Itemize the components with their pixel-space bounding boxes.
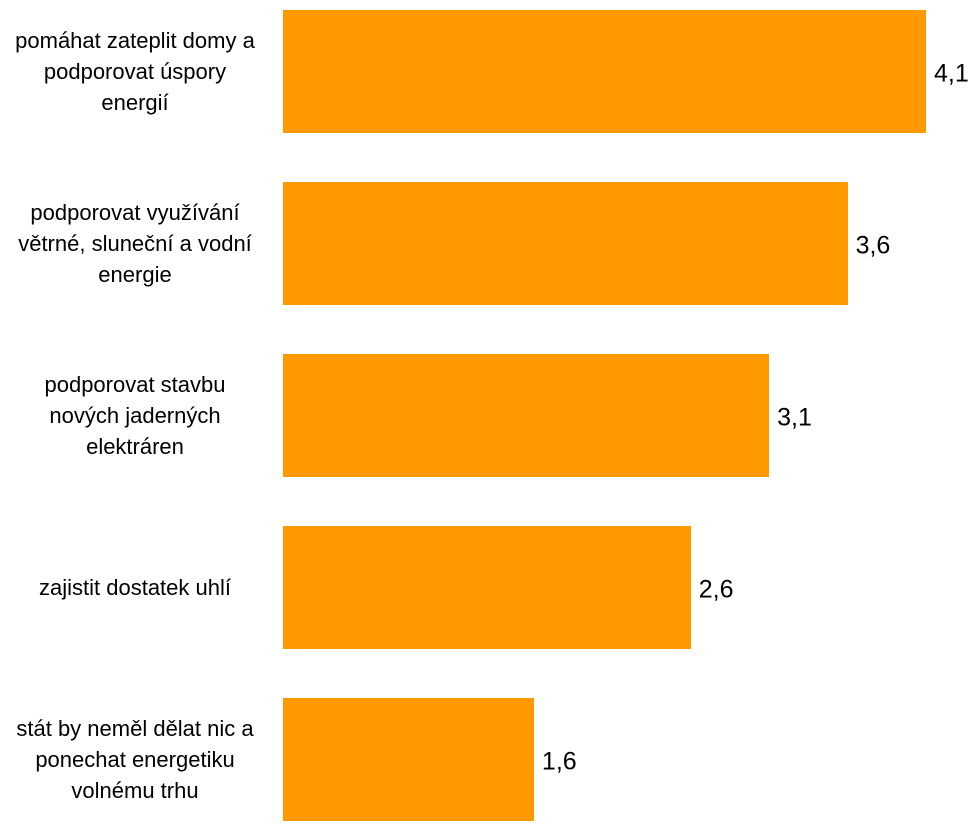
value-label: 3,1: [777, 403, 812, 431]
category-label: zajistit dostatek uhlí: [39, 575, 231, 600]
bar: [283, 698, 534, 821]
value-label: 4,1: [934, 59, 969, 87]
value-label: 1,6: [541, 747, 577, 775]
bar: [283, 526, 691, 649]
category-label: podporovat využívání větrné, sluneční a …: [18, 200, 252, 287]
category-label: stát by neměl dělat nic a ponechat energ…: [16, 716, 254, 803]
value-label: 2,6: [698, 575, 734, 603]
category-label: pomáhat zateplit domy a podporovat úspor…: [15, 28, 255, 115]
category-label: podporovat stavbu nových jaderných elekt…: [44, 372, 226, 459]
bar: [283, 354, 770, 477]
bar: [283, 182, 848, 305]
value-label: 3,6: [855, 231, 891, 259]
bar: [283, 10, 926, 133]
